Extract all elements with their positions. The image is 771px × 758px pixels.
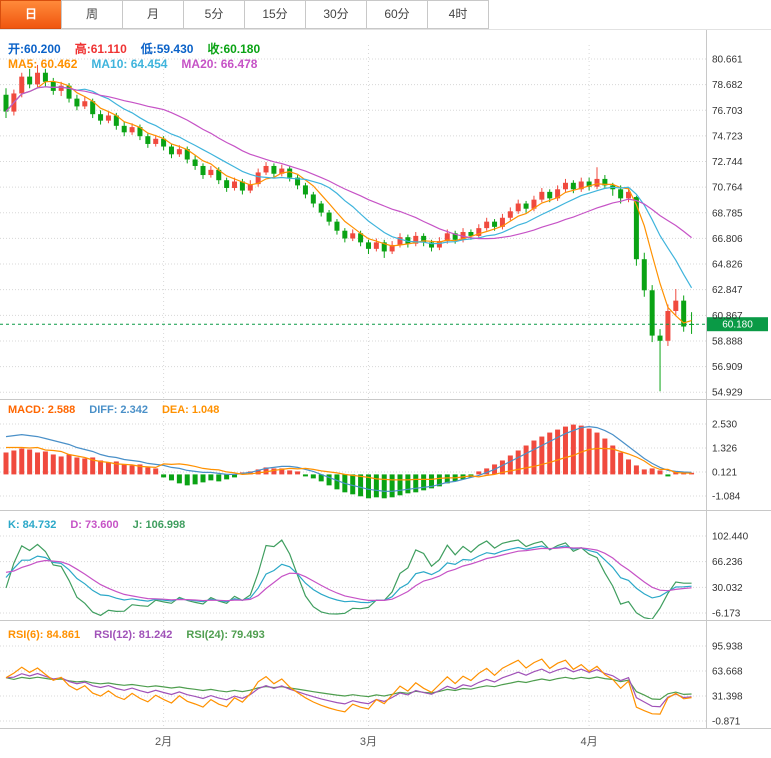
chart-canvas[interactable]: 60.180 80.661 78.682 76.703 74.723 72.744 70.7… <box>0 30 771 758</box>
svg-text:60.180: 60.180 <box>722 320 753 331</box>
month-label: 2月 <box>155 736 172 748</box>
tab-15min[interactable]: 15分 <box>244 0 306 29</box>
kdj-series <box>5 539 692 619</box>
svg-text:95.938: 95.938 <box>712 642 743 653</box>
month-label: 3月 <box>360 736 377 748</box>
tab-5min[interactable]: 5分 <box>183 0 245 29</box>
svg-text:0.121: 0.121 <box>712 467 737 478</box>
month-label: 4月 <box>581 736 598 748</box>
timeframe-toolbar: 日 周 月 5分 15分 30分 60分 4时 <box>0 0 771 30</box>
svg-text:-1.084: -1.084 <box>712 491 741 502</box>
svg-text:66.236: 66.236 <box>712 557 743 568</box>
svg-text:62.847: 62.847 <box>712 285 743 296</box>
candlestick-series <box>3 64 695 392</box>
svg-text:80.661: 80.661 <box>712 55 743 66</box>
axis-labels: 80.661 78.682 76.703 74.723 72.744 70.764 68.7… <box>155 55 749 749</box>
svg-text:30.032: 30.032 <box>712 583 743 594</box>
svg-text:78.682: 78.682 <box>712 80 743 91</box>
gridlines <box>0 45 706 728</box>
svg-text:58.888: 58.888 <box>712 336 743 347</box>
svg-text:76.703: 76.703 <box>712 106 743 117</box>
macd-series <box>3 424 695 499</box>
svg-text:2.530: 2.530 <box>712 420 737 431</box>
tab-week[interactable]: 周 <box>61 0 123 29</box>
tab-day[interactable]: 日 <box>0 0 62 29</box>
rsi-series <box>5 658 692 715</box>
chart-area: 60.180 80.661 78.682 76.703 74.723 72.744 70.7… <box>0 30 771 758</box>
tab-month[interactable]: 月 <box>122 0 184 29</box>
svg-text:66.806: 66.806 <box>712 234 743 245</box>
svg-text:74.723: 74.723 <box>712 131 743 142</box>
tab-4hour[interactable]: 4时 <box>427 0 489 29</box>
current-price-badge: 60.180 <box>707 317 768 332</box>
svg-text:72.744: 72.744 <box>712 157 743 168</box>
ma-lines <box>5 80 693 324</box>
svg-text:102.440: 102.440 <box>712 532 749 543</box>
svg-text:68.785: 68.785 <box>712 208 743 219</box>
panel-separators <box>0 30 771 729</box>
svg-text:60.867: 60.867 <box>712 311 743 322</box>
svg-text:31.398: 31.398 <box>712 692 743 703</box>
tab-60min[interactable]: 60分 <box>366 0 428 29</box>
tab-30min[interactable]: 30分 <box>305 0 367 29</box>
svg-text:-6.173: -6.173 <box>712 608 741 619</box>
svg-text:70.764: 70.764 <box>712 183 743 194</box>
svg-text:63.668: 63.668 <box>712 667 743 678</box>
svg-text:54.929: 54.929 <box>712 388 743 399</box>
svg-text:56.909: 56.909 <box>712 362 743 373</box>
svg-text:-0.871: -0.871 <box>712 716 741 727</box>
svg-text:1.326: 1.326 <box>712 443 737 454</box>
svg-text:64.826: 64.826 <box>712 260 743 271</box>
